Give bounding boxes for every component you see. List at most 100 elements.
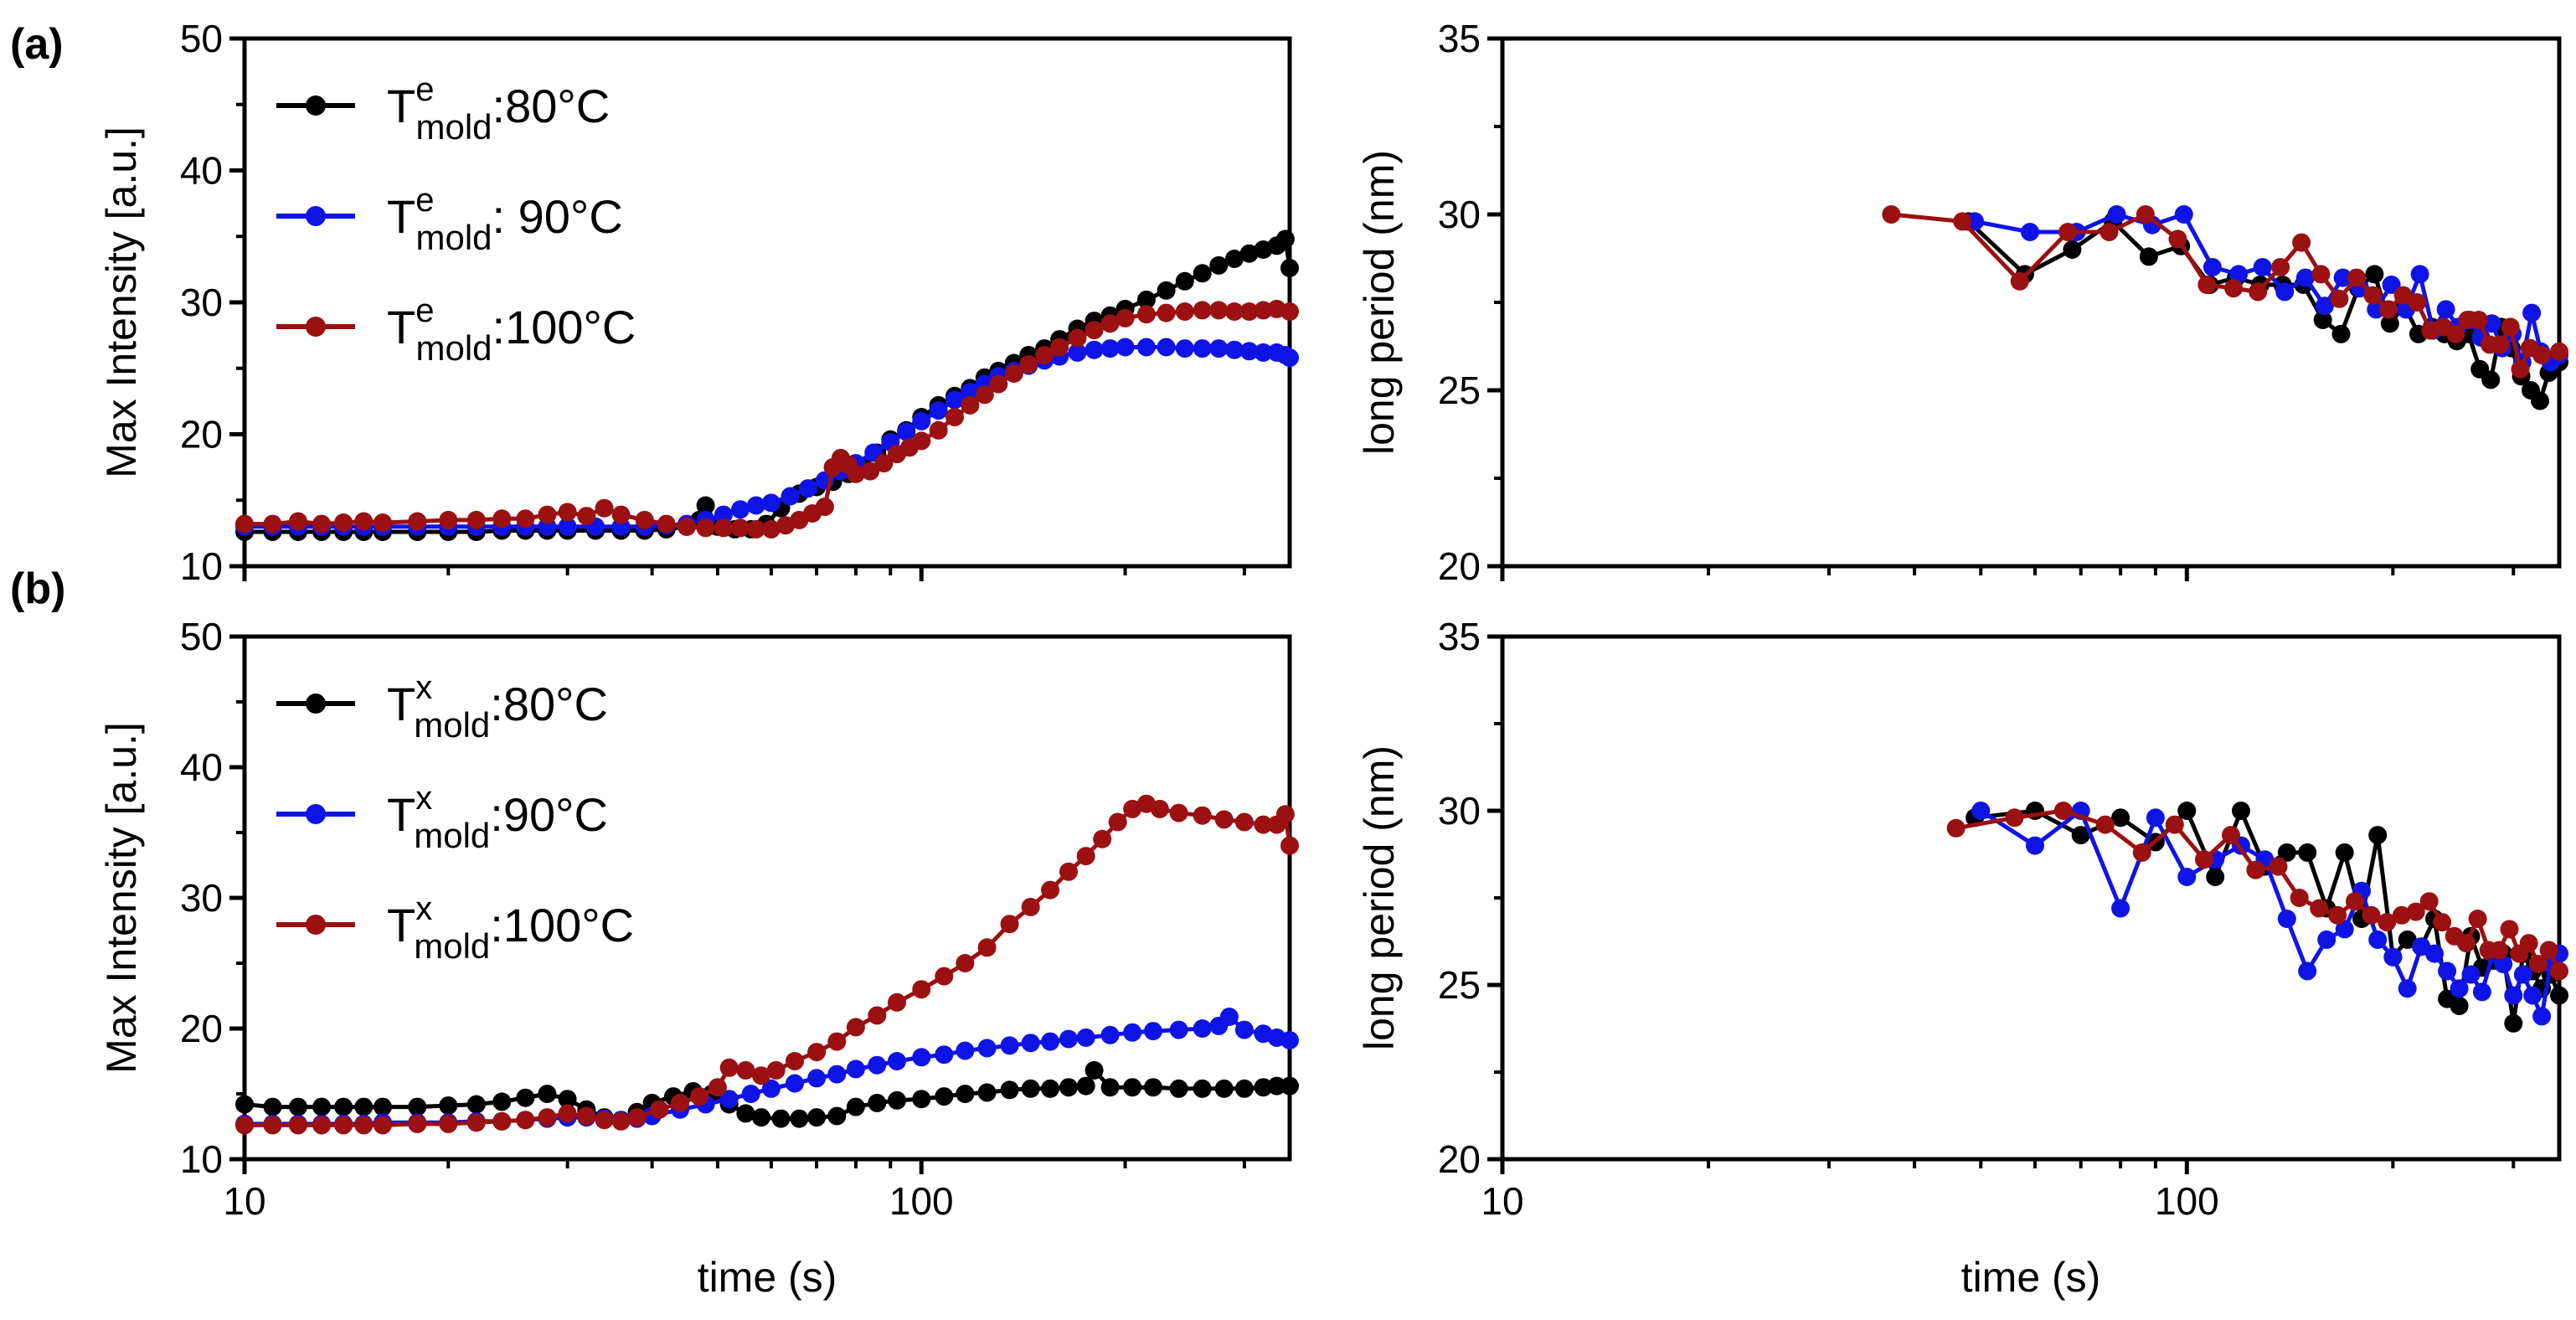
chart-a-right-data-point	[2202, 258, 2222, 276]
chart-b-left-xlabel: time (s)	[698, 1254, 837, 1301]
chart-a-left-data-point	[1209, 339, 1229, 358]
chart-b-right-data-point	[2494, 955, 2513, 973]
chart-b-right-data-point	[2406, 902, 2425, 921]
chart-a-right-data-point	[1882, 205, 1901, 224]
chart-b-right-data-point	[2457, 934, 2476, 953]
chart-a-left-data-point	[1100, 314, 1120, 333]
chart-a-right-data-point	[2436, 300, 2455, 319]
chart-b-left-data-point	[312, 1097, 332, 1116]
legend-subscript: mold	[414, 926, 490, 966]
chart-b-right-data-point	[2111, 899, 2130, 918]
chart-a-left-data-point	[846, 464, 865, 483]
chart-a-right-data-point	[2481, 370, 2501, 389]
chart-b-right-data-point	[2519, 934, 2538, 953]
chart-b-left-data-point	[538, 1108, 557, 1127]
chart-b-left-data-point	[868, 1006, 887, 1025]
legend-marker	[306, 206, 326, 226]
chart-b-left-ytick-label: 30	[180, 876, 223, 920]
chart-a-right-data-point	[2522, 303, 2542, 322]
chart-b-left-data-point	[1234, 1079, 1254, 1098]
chart-a-left-data-point	[746, 496, 765, 515]
chart-a-right-data-point	[2311, 265, 2331, 284]
chart-b-right-data-point	[2398, 979, 2417, 998]
chart-b-left-data-point	[1059, 1029, 1078, 1049]
chart-a-right-data-point	[2058, 223, 2078, 241]
chart-b-right-data-point	[2298, 843, 2317, 862]
chart-b-right-data-point	[2298, 962, 2317, 981]
chart-a-left-data-point	[761, 493, 781, 513]
legend-marker	[306, 915, 326, 935]
chart-b-left-data-point	[374, 1116, 392, 1135]
chart-b-right-data-point	[2504, 1013, 2523, 1033]
chart-b-left-data-point	[827, 1065, 847, 1084]
chart-b-left-data-point	[577, 1106, 596, 1126]
chart-a-left-data-point	[897, 422, 916, 441]
chart-a-left-data-point	[975, 385, 994, 405]
chart-a-right-ytick-label: 20	[1438, 544, 1481, 588]
chart-b-left-data-point	[1041, 1032, 1060, 1051]
chart-b-right-data-point	[2523, 986, 2543, 1005]
chart-a-left-data-point	[1193, 301, 1212, 320]
chart-b-left-data-point	[558, 1104, 577, 1123]
chart-b-left-data-point	[263, 1116, 282, 1135]
chart-a-left-data-point	[1239, 244, 1259, 263]
chart-a-left-data-point	[731, 518, 750, 538]
chart-a-left-data-point	[798, 479, 817, 498]
chart-a-right-data-point	[2313, 311, 2332, 329]
chart-b-right-data-point	[2550, 986, 2568, 1005]
chart-b-right-data-point	[2177, 802, 2197, 820]
chart-a-left-data-point	[1275, 229, 1295, 249]
chart-b-left-data-point	[1059, 1078, 1078, 1097]
chart-a-right-data-point	[2408, 293, 2427, 312]
chart-b-right-data-point	[2392, 905, 2411, 925]
legend-symbol: T	[387, 190, 415, 243]
chart-b-right-series-3	[1946, 802, 2568, 981]
chart-b-right-data-point	[2206, 868, 2225, 886]
chart-a-left-data-point	[1209, 301, 1229, 320]
chart-b-left-data-point	[1219, 1008, 1239, 1026]
chart-b-right-data-point	[2368, 930, 2388, 949]
chart-a-left-data-point	[1136, 338, 1156, 357]
chart-a-left-data-point	[289, 512, 307, 531]
legend-label: Tx mold:90°C	[387, 780, 608, 855]
chart-b-right-data-point	[2165, 815, 2184, 834]
chart-b-left-ytick-label: 40	[180, 745, 223, 789]
chart-a-left-data-point	[1254, 343, 1273, 362]
chart-b-left-data-point	[1076, 847, 1095, 866]
chart-b-right-data-point	[2146, 808, 2165, 828]
chart-a-right-data-point	[2136, 205, 2155, 224]
chart-a-right-data-point	[2292, 233, 2311, 252]
chart-a-left-data-point	[558, 503, 577, 522]
chart-a-left-data-point	[1280, 348, 1299, 368]
chart-b-left-data-point	[736, 1060, 755, 1080]
chart-b-left-data-point	[466, 1113, 486, 1132]
legend-item: Te mold:100°C	[276, 292, 636, 368]
chart-b-left-data-point	[690, 1087, 709, 1106]
chart-b-right-data-point	[1971, 802, 1991, 820]
chart-a-left-data-point	[1035, 346, 1054, 364]
chart-a-left-data-point	[861, 461, 880, 481]
chart-a-left-ytick-label: 20	[180, 413, 223, 456]
chart-b-left-data-point	[1254, 1078, 1273, 1097]
chart-b-left-data-point	[956, 954, 975, 972]
chart-b-left-data-point	[408, 1114, 427, 1133]
chart-b-right-data-point	[2328, 905, 2347, 925]
chart-a-left-data-point	[761, 519, 781, 539]
chart-b-right-data-point	[2450, 979, 2469, 998]
chart-a-left-data-point	[1050, 338, 1069, 357]
chart-a-left-ytick-label: 40	[180, 149, 223, 193]
legend-symbol: T	[387, 301, 415, 353]
chart-a-right-data-point	[2315, 296, 2334, 316]
legend-subscript: mold	[414, 705, 490, 745]
chart-b-left-data-point	[846, 1097, 865, 1116]
chart-b-left-data-point	[719, 1090, 739, 1109]
chart-a-right-data-point	[2333, 268, 2352, 287]
chart-b-right-data-point	[2095, 815, 2115, 834]
chart-a-left-data-point	[635, 510, 654, 529]
chart-b-left-data-point	[1169, 803, 1188, 822]
legend-marker	[306, 804, 326, 824]
legend-subscript: mold	[415, 328, 492, 368]
chart-b-left-data-point	[374, 1097, 392, 1116]
chart-b-right-data-point	[2111, 808, 2130, 828]
legend-value: :80°C	[492, 80, 611, 132]
